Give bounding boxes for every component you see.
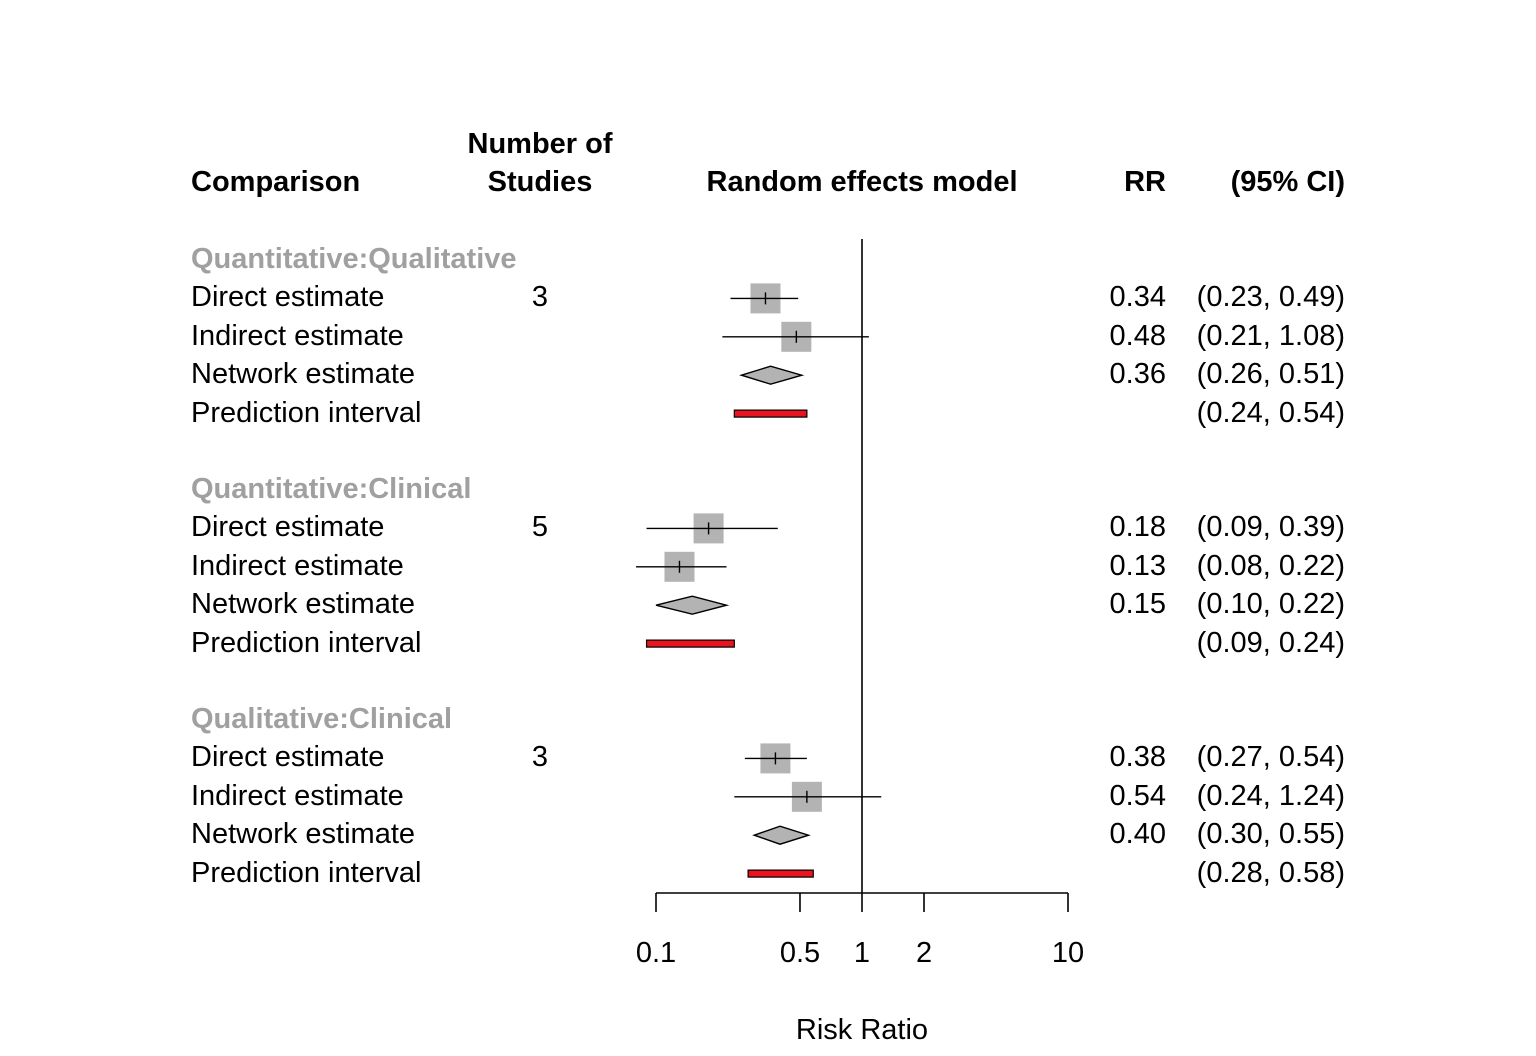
x-axis-title: Risk Ratio xyxy=(796,1014,928,1046)
prediction-bar xyxy=(747,869,814,878)
row-label: Prediction interval xyxy=(191,396,422,429)
group-label: Quantitative:Clinical xyxy=(191,473,472,505)
group-label: Qualitative:Clinical xyxy=(191,703,453,735)
header-ci: (95% CI) xyxy=(1230,166,1345,198)
group-label: Quantitative:Qualitative xyxy=(191,243,517,275)
network-diamond xyxy=(752,825,811,845)
row-label: Direct estimate xyxy=(191,511,385,544)
rr-value: 0.13 xyxy=(1109,549,1166,582)
ci-value: (0.23, 0.49) xyxy=(1196,281,1345,314)
header-model: Random effects model xyxy=(706,166,1018,198)
x-tick-label: 1 xyxy=(854,937,870,969)
row-label: Prediction interval xyxy=(191,856,422,889)
network-diamond xyxy=(739,365,805,385)
rr-value: 0.34 xyxy=(1109,281,1166,314)
x-tick-label: 0.5 xyxy=(780,937,820,969)
ci-value: (0.21, 1.08) xyxy=(1196,319,1345,352)
x-tick-label: 0.1 xyxy=(636,937,676,969)
rr-value: 0.40 xyxy=(1109,818,1166,851)
network-diamond xyxy=(655,595,730,615)
rr-value: 0.15 xyxy=(1109,588,1166,621)
ci-value: (0.09, 0.24) xyxy=(1196,626,1345,659)
rr-value: 0.48 xyxy=(1109,319,1166,352)
header-studies-line2: Studies xyxy=(487,166,593,198)
x-tick-label: 2 xyxy=(916,937,932,969)
ci-value: (0.24, 0.54) xyxy=(1196,396,1345,429)
rr-value: 0.54 xyxy=(1109,779,1166,812)
rr-value: 0.38 xyxy=(1109,741,1166,774)
row-label: Direct estimate xyxy=(191,281,385,314)
ci-value: (0.24, 1.24) xyxy=(1196,779,1345,812)
row-label: Prediction interval xyxy=(191,626,422,659)
study-count: 3 xyxy=(531,281,549,314)
study-count: 5 xyxy=(531,511,549,544)
header-studies-line1: Number of xyxy=(467,128,613,160)
rr-value: 0.18 xyxy=(1109,511,1166,544)
row-label: Indirect estimate xyxy=(191,319,404,352)
prediction-bar xyxy=(733,409,808,418)
row-label: Direct estimate xyxy=(191,741,385,774)
row-label: Indirect estimate xyxy=(191,779,404,812)
row-label: Network estimate xyxy=(191,818,416,851)
ci-value: (0.27, 0.54) xyxy=(1196,741,1345,774)
prediction-bar xyxy=(645,639,735,648)
row-label: Network estimate xyxy=(191,358,416,391)
ci-value: (0.09, 0.39) xyxy=(1196,511,1345,544)
ci-value: (0.30, 0.55) xyxy=(1196,818,1345,851)
header-comparison: Comparison xyxy=(191,166,361,198)
ci-value: (0.28, 0.58) xyxy=(1196,856,1345,889)
row-label: Network estimate xyxy=(191,588,416,621)
rr-value: 0.36 xyxy=(1109,358,1166,391)
ci-value: (0.08, 0.22) xyxy=(1196,549,1345,582)
row-label: Indirect estimate xyxy=(191,549,404,582)
ci-value: (0.26, 0.51) xyxy=(1196,358,1345,391)
x-tick-label: 10 xyxy=(1052,937,1084,969)
ci-value: (0.10, 0.22) xyxy=(1196,588,1345,621)
study-count: 3 xyxy=(531,741,549,774)
header-rr: RR xyxy=(1124,166,1166,198)
